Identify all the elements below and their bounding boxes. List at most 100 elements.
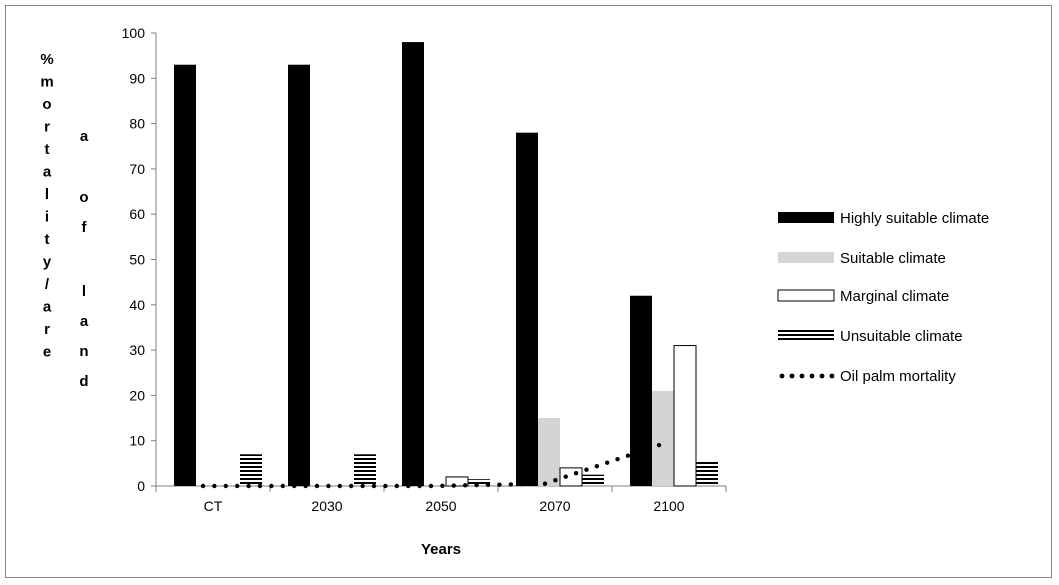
x-tick-label: 2070 [539, 498, 570, 514]
legend-swatch-mortality-dot [819, 373, 825, 379]
mortality-point [604, 460, 610, 465]
y-tick-label: 30 [129, 342, 145, 358]
mortality-point [584, 467, 589, 472]
y-axis-label-char: a [43, 299, 52, 316]
mortality-point [474, 482, 479, 488]
mortality-point [463, 483, 468, 488]
mortality-point [349, 483, 354, 489]
mortality-point [656, 443, 662, 448]
mortality-point [440, 483, 445, 488]
bars [174, 42, 718, 487]
mortality-point [542, 481, 548, 486]
mortality-point [326, 483, 331, 489]
mortality-point [212, 483, 217, 489]
mortality-point [646, 446, 651, 451]
bar-solid-grey-2100 [652, 390, 674, 486]
y-axis-label-char: % [40, 51, 53, 68]
y-tick-label: 50 [129, 252, 145, 268]
mortality-point [200, 483, 206, 489]
mortality-point [337, 483, 342, 489]
mortality-point [292, 483, 297, 489]
legend-swatch-unsuitable [778, 330, 834, 341]
mortality-point [573, 471, 579, 476]
legend-label: Oil palm mortality [840, 368, 956, 385]
mortality-point [531, 481, 536, 487]
mortality-point [615, 457, 620, 462]
y-tick-label: 60 [129, 206, 145, 222]
bar-horizontal-stripes-CT [240, 454, 262, 486]
mortality-point [428, 483, 434, 489]
mortality-point [280, 483, 285, 489]
legend-swatch-marginal [777, 289, 835, 302]
bar-white-outline-2070 [559, 467, 583, 487]
legend-swatch-highly-suitable [778, 212, 834, 223]
x-tick-label: 2050 [425, 498, 456, 514]
y-tick-label: 90 [129, 70, 145, 86]
mortality-point [314, 483, 320, 489]
mortality-point [246, 483, 251, 489]
mortality-point [417, 483, 422, 489]
y-axis-label-char: l [45, 186, 49, 203]
legend-swatch-suitable [778, 252, 834, 263]
y-axis-label-char: l [82, 283, 86, 300]
mortality-point [223, 483, 228, 489]
mortality-point [235, 483, 240, 489]
y-axis-label-char: i [45, 209, 49, 226]
mortality-point [303, 483, 308, 489]
bar-horizontal-stripes-2100 [696, 461, 718, 486]
mortality-line [200, 443, 662, 489]
y-tick-label: 20 [129, 387, 145, 403]
y-axis-label-char: f [82, 219, 88, 236]
bar-solid-black-CT [174, 64, 196, 487]
y-tick-label: 70 [129, 161, 145, 177]
y-axis-label-char: t [45, 231, 50, 248]
y-axis-label-char: d [79, 373, 88, 390]
legend-swatch-mortality-dot [779, 373, 785, 379]
mortality-point [406, 483, 411, 489]
legend: Highly suitable climate Suitable climate M… [777, 210, 989, 385]
mortality-point [269, 483, 274, 489]
y-axis-label-char: o [79, 189, 88, 206]
y-axis-label-char: t [45, 141, 50, 158]
y-tick-label: 0 [137, 478, 145, 494]
mortality-point [625, 453, 631, 458]
bar-solid-grey-2070 [538, 418, 560, 486]
chart-frame: 0 10 20 30 40 50 60 70 80 90 100 CT 2030 2050 2070 2100… [5, 5, 1052, 578]
bar-horizontal-stripes-2050 [468, 479, 490, 486]
mortality-point [485, 482, 491, 488]
y-tick-label: 40 [129, 297, 145, 313]
bar-white-outline-2100 [673, 345, 697, 487]
bar-horizontal-stripes-2070 [582, 474, 604, 486]
mortality-point [520, 481, 525, 487]
mortality-point [451, 483, 456, 488]
legend-swatch-mortality-dot [809, 373, 815, 379]
y-axis-label-char: r [44, 321, 50, 338]
legend-label: Highly suitable climate [840, 210, 989, 227]
mortality-point [371, 483, 377, 489]
legend-swatch-mortality-dot [829, 373, 835, 379]
legend-swatch-mortality-dot [789, 373, 795, 379]
x-tick-label: CT [204, 498, 223, 514]
y-axis-label-char: a [80, 128, 89, 145]
mortality-point [394, 483, 399, 489]
x-axis-title: Years [421, 541, 461, 558]
mortality-point [383, 483, 388, 489]
y-axis-label-char: a [43, 164, 52, 181]
legend-label: Marginal climate [840, 288, 949, 305]
bar-solid-black-2030 [288, 64, 310, 487]
y-axis-label-char: y [43, 254, 52, 271]
y-tick-label: 10 [129, 433, 145, 449]
bar-horizontal-stripes-2030 [354, 454, 376, 486]
y-axis-label-char: e [43, 344, 51, 361]
bar-solid-black-2100 [630, 295, 652, 486]
mortality-point [360, 483, 365, 489]
bar-solid-black-2050 [402, 42, 424, 487]
mortality-point [257, 483, 263, 489]
legend-label: Suitable climate [840, 250, 946, 267]
y-axis-label-char: m [40, 74, 53, 91]
y-axis-label-char: / [45, 276, 50, 293]
legend-label: Unsuitable climate [840, 328, 963, 345]
x-tick-label: 2100 [653, 498, 684, 514]
